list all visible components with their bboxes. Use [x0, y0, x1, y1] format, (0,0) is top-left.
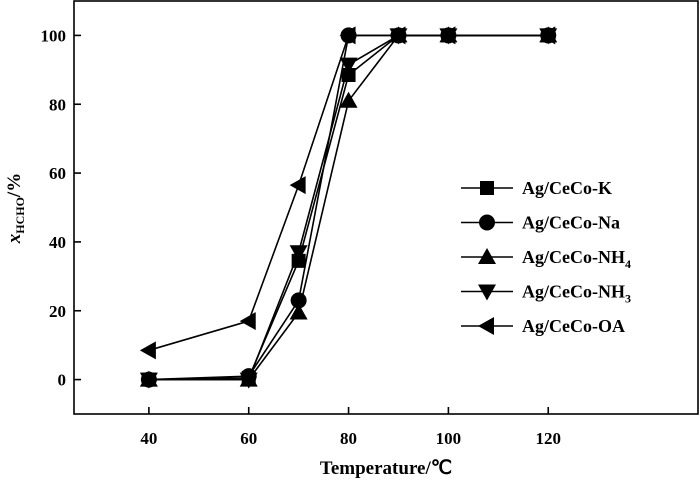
legend-marker-0 [480, 181, 494, 195]
series-layer [139, 26, 558, 389]
y-axis-title-subscript: HCHO [13, 197, 27, 234]
legend-label-main-2: Ag/CeCo-NH [522, 247, 625, 267]
legend-label-sub-3: 3 [625, 292, 631, 306]
x-tick-label-60: 60 [240, 429, 257, 448]
legend-label-0: Ag/CeCo-K [522, 178, 612, 198]
y-tick-label-80: 80 [49, 95, 66, 114]
y-axis-title-main: x [4, 233, 25, 244]
x-tick-label-100: 100 [436, 429, 462, 448]
y-axis-title-unit: /% [4, 173, 25, 198]
y-tick-label-0: 0 [58, 371, 67, 390]
x-tick-label-40: 40 [140, 429, 157, 448]
legend-label-2: Ag/CeCo-NH4 [522, 247, 631, 271]
legend-label-4: Ag/CeCo-OA [522, 316, 625, 336]
legend-item-2: Ag/CeCo-NH4 [461, 247, 631, 271]
axes: 40 60 80 100 120 0 20 40 60 80 100 [41, 26, 561, 448]
legend-item-0: Ag/CeCo-K [461, 178, 612, 198]
legend-label-main-1: Ag/CeCo-Na [522, 213, 620, 233]
x-axis-title: Temperature/℃ [320, 458, 452, 479]
legend-label-sub-2: 4 [625, 257, 631, 271]
data-point-2-2 [289, 303, 308, 320]
y-axis-title: xHCHO/% [4, 173, 27, 244]
legend-item-3: Ag/CeCo-NH3 [461, 282, 631, 306]
legend: Ag/CeCo-KAg/CeCo-NaAg/CeCo-NH4Ag/CeCo-NH… [461, 178, 631, 336]
series-4 [139, 26, 556, 360]
legend-marker-4 [478, 317, 494, 335]
legend-label-1: Ag/CeCo-Na [522, 213, 620, 233]
data-point-4-2 [289, 176, 306, 195]
legend-marker-2 [478, 248, 496, 264]
y-tick-label-20: 20 [49, 302, 66, 321]
data-point-3-0 [139, 372, 158, 389]
y-tick-label-100: 100 [41, 26, 67, 45]
plot-frame [73, 0, 699, 415]
data-point-4-5 [439, 26, 456, 45]
x-tick-label-80: 80 [340, 429, 357, 448]
x-tick-label-120: 120 [535, 429, 561, 448]
legend-label-3: Ag/CeCo-NH3 [522, 282, 631, 306]
y-tick-label-60: 60 [49, 164, 66, 183]
legend-item-1: Ag/CeCo-Na [461, 213, 620, 233]
data-point-4-6 [539, 26, 556, 45]
legend-label-main-3: Ag/CeCo-NH [522, 282, 625, 302]
data-point-3-2 [289, 245, 308, 262]
legend-marker-1 [479, 214, 495, 231]
data-point-4-4 [389, 26, 406, 45]
data-point-4-0 [139, 341, 156, 360]
data-point-4-1 [239, 312, 256, 331]
data-point-3-3 [339, 57, 358, 74]
legend-item-4: Ag/CeCo-OA [461, 316, 625, 336]
data-point-4-3 [339, 26, 356, 45]
data-point-2-3 [339, 91, 358, 108]
legend-label-main-4: Ag/CeCo-OA [522, 316, 625, 336]
legend-label-main-0: Ag/CeCo-K [522, 178, 612, 198]
y-tick-label-40: 40 [49, 233, 66, 252]
legend-marker-3 [478, 284, 496, 301]
data-point-3-1 [239, 372, 258, 389]
